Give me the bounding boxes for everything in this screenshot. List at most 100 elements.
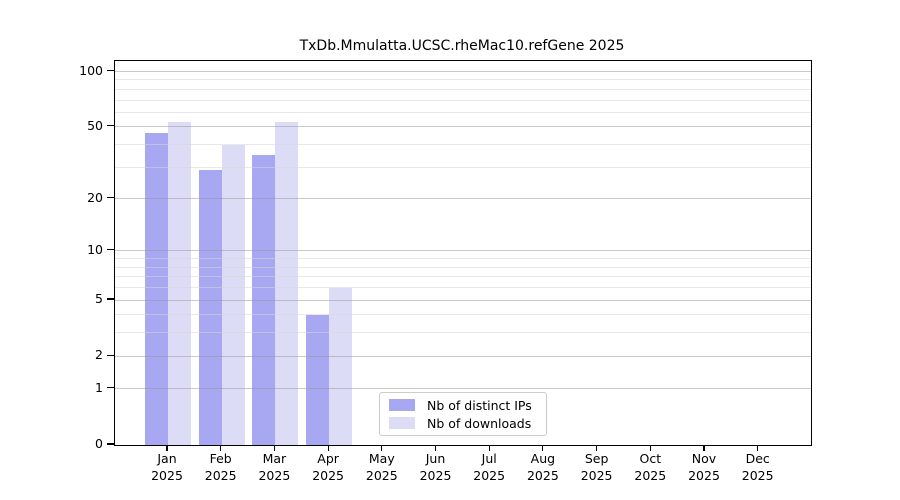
x-tick-year-jan: 2025: [151, 468, 183, 483]
y-tick-label-20: 20: [87, 189, 103, 205]
x-tick-label-may: May 2025: [350, 450, 414, 484]
minor-gridline-30: [115, 166, 811, 168]
y-tick-label-2: 2: [95, 347, 103, 363]
x-tick-month-jul: Jul: [481, 451, 497, 466]
legend-label-downloads: Nb of downloads: [427, 415, 532, 431]
x-tick-label-oct: Oct 2025: [618, 450, 682, 484]
x-tick-jun: [434, 445, 437, 451]
major-gridline-100: [115, 71, 811, 72]
major-gridline-2: [115, 355, 811, 357]
x-tick-month-mar: Mar: [262, 451, 287, 466]
legend-item-distinct-ips: Nb of distinct IPs: [389, 398, 546, 413]
minor-gridline-7: [115, 276, 811, 278]
x-tick-nov: [703, 445, 705, 451]
x-tick-year-may: 2025: [365, 468, 398, 483]
x-tick-month-nov: Nov: [691, 451, 717, 466]
x-tick-apr: [327, 445, 329, 451]
x-tick-month-sep: Sep: [584, 451, 609, 466]
x-tick-year-aug: 2025: [526, 468, 559, 483]
x-tick-month-oct: Oct: [639, 451, 662, 466]
y-tick-2: [107, 354, 114, 356]
x-tick-dec: [757, 445, 759, 451]
minor-gridline-70: [115, 99, 811, 101]
legend: Nb of distinct IPs Nb of downloads: [379, 392, 547, 436]
y-tick-100: [107, 69, 114, 72]
y-tick-label-10: 10: [87, 241, 103, 257]
legend-label-distinct-ips: Nb of distinct IPs: [427, 397, 532, 413]
major-gridline-20: [115, 198, 811, 200]
bar-downloads-mar: [275, 122, 299, 445]
x-tick-jan: [166, 445, 168, 451]
bar-downloads-jan: [168, 122, 191, 445]
major-gridline-1: [115, 388, 811, 390]
bar-distinct-ips-apr: [306, 314, 330, 445]
x-tick-year-dec: 2025: [741, 468, 774, 483]
major-gridline-10: [115, 250, 811, 252]
legend-swatch-distinct-ips: [389, 399, 415, 411]
x-tick-month-feb: Feb: [209, 451, 232, 466]
x-tick-mar: [273, 445, 275, 451]
x-tick-month-apr: Apr: [317, 451, 339, 466]
y-tick-20: [107, 197, 114, 199]
x-tick-month-aug: Aug: [530, 451, 556, 466]
x-tick-year-mar: 2025: [258, 468, 291, 483]
y-tick-label-50: 50: [87, 117, 103, 133]
x-tick-may: [381, 445, 383, 451]
minor-gridline-60: [115, 111, 811, 113]
x-tick-month-may: May: [368, 451, 395, 466]
major-gridline-5: [115, 299, 811, 301]
minor-gridline-9: [115, 258, 811, 260]
x-tick-year-jun: 2025: [419, 468, 452, 483]
y-tick-5: [107, 298, 114, 300]
x-tick-label-mar: Mar 2025: [242, 450, 306, 484]
major-gridline-50: [115, 126, 811, 128]
x-tick-year-sep: 2025: [580, 468, 613, 483]
bar-downloads-apr: [329, 287, 353, 445]
x-tick-year-apr: 2025: [312, 468, 344, 483]
x-tick-month-jun: Jun: [425, 451, 446, 466]
chart-title: TxDb.Mmulatta.UCSC.rheMac10.refGene 2025: [299, 38, 625, 54]
x-tick-label-nov: Nov 2025: [672, 450, 736, 484]
y-tick-50: [107, 125, 114, 127]
x-tick-label-jul: Jul 2025: [457, 450, 521, 484]
minor-gridline-8: [115, 266, 811, 268]
bar-distinct-ips-feb: [198, 169, 222, 445]
x-tick-label-sep: Sep 2025: [565, 450, 629, 484]
x-tick-label-jun: Jun 2025: [404, 450, 468, 484]
y-tick-label-0: 0: [95, 436, 103, 451]
plot-area: Nb of distinct IPs Nb of downloads: [114, 60, 812, 446]
x-tick-year-oct: 2025: [634, 468, 667, 483]
x-tick-jul: [488, 445, 490, 451]
x-tick-label-dec: Dec 2025: [726, 450, 790, 484]
y-tick-1: [107, 387, 114, 389]
legend-item-downloads: Nb of downloads: [389, 416, 546, 431]
bar-downloads-feb: [221, 144, 245, 445]
minor-gridline-3: [115, 332, 811, 334]
minor-gridline-4: [115, 314, 811, 316]
x-tick-label-jan: Jan 2025: [135, 450, 199, 484]
minor-gridline-90: [115, 79, 811, 81]
minor-gridline-80: [115, 88, 811, 90]
x-tick-label-aug: Aug 2025: [511, 450, 575, 484]
y-tick-label-1: 1: [95, 379, 103, 395]
x-tick-month-jan: Jan: [157, 451, 177, 466]
x-tick-year-jul: 2025: [473, 468, 506, 483]
x-tick-feb: [220, 445, 222, 451]
minor-gridline-6: [115, 287, 811, 288]
x-tick-sep: [596, 445, 598, 451]
y-tick-0: [107, 443, 114, 445]
x-tick-label-feb: Feb 2025: [189, 450, 253, 484]
minor-gridline-40: [115, 144, 811, 145]
x-tick-oct: [649, 445, 651, 451]
x-tick-label-apr: Apr 2025: [296, 450, 360, 484]
bar-distinct-ips-jan: [145, 133, 168, 445]
y-tick-label-100: 100: [79, 62, 103, 78]
x-tick-aug: [542, 445, 544, 451]
x-tick-year-nov: 2025: [688, 468, 720, 483]
legend-swatch-downloads: [389, 417, 415, 429]
x-tick-month-dec: Dec: [745, 451, 770, 466]
y-tick-label-5: 5: [95, 291, 103, 306]
x-tick-year-feb: 2025: [204, 468, 237, 483]
y-tick-10: [107, 249, 114, 251]
